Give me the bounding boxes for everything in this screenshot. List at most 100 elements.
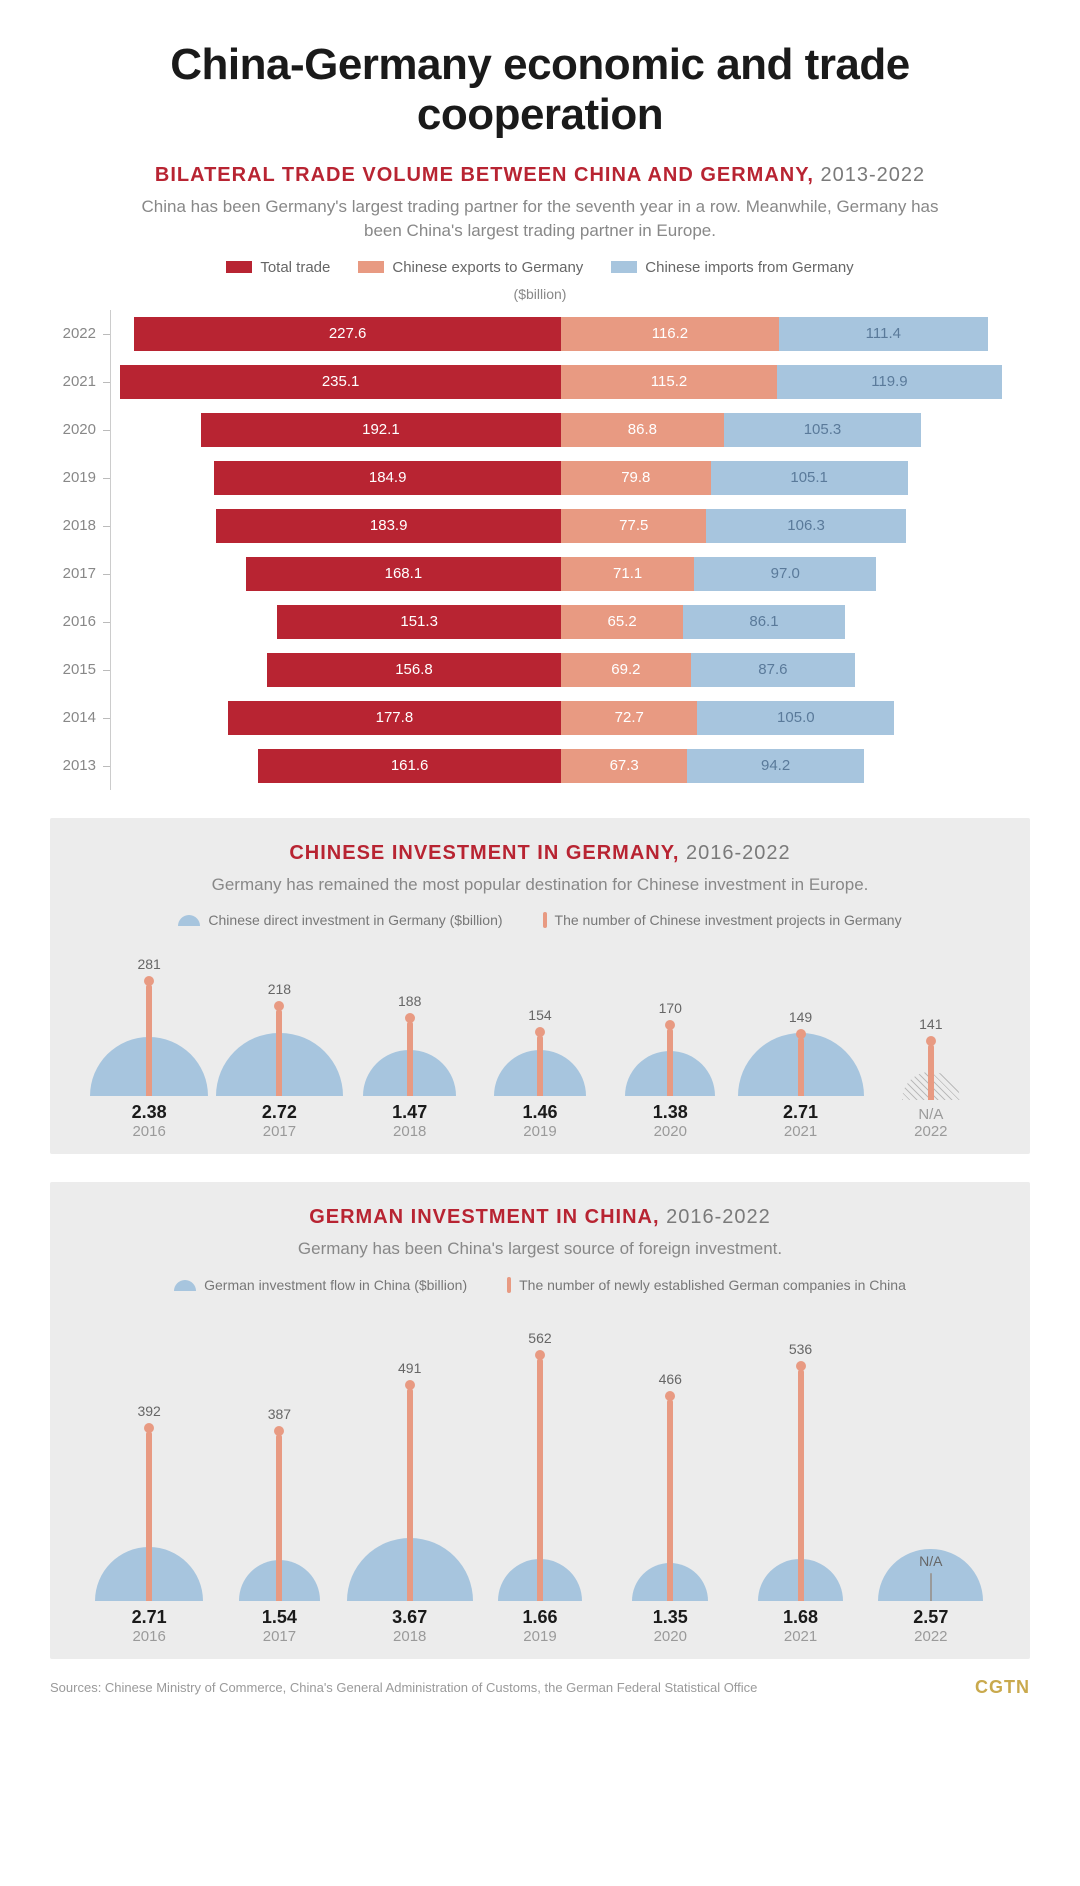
year-label: 2017 xyxy=(50,565,110,582)
seg-imports: 105.0 xyxy=(697,701,894,735)
seg-exports: 69.2 xyxy=(561,653,691,687)
semi-holder: 466 xyxy=(605,1311,735,1601)
year-label: 2015 xyxy=(50,661,110,678)
investment-item: N/A2.572022 xyxy=(866,1311,996,1649)
bar-row: 2017 168.171.197.0 xyxy=(50,550,1030,598)
invest-value: 1.35 xyxy=(653,1607,688,1628)
legend-semi: German investment flow in China ($billio… xyxy=(174,1277,467,1293)
investment-item: 141N/A2022 xyxy=(866,950,996,1144)
semi-icon xyxy=(178,915,200,926)
count-label: 536 xyxy=(789,1341,812,1357)
seg-exports: 115.2 xyxy=(561,365,777,399)
invest-value: 1.38 xyxy=(653,1102,688,1123)
legend-label: Total trade xyxy=(260,259,330,276)
bar-track: 156.869.287.6 xyxy=(110,646,1030,694)
legend-label: Chinese exports to Germany xyxy=(392,259,583,276)
footer: Sources: Chinese Ministry of Commerce, C… xyxy=(50,1677,1030,1698)
bar-wrap: 161.667.394.2 xyxy=(258,749,864,783)
semi-icon xyxy=(174,1280,196,1291)
section3-title: GERMAN INVESTMENT IN CHINA, 2016-2022 xyxy=(80,1206,1000,1229)
semi-holder: 218 xyxy=(214,946,344,1096)
semi-holder: N/A xyxy=(866,1311,996,1601)
count-label: 387 xyxy=(268,1406,291,1422)
bar-track: 192.186.8105.3 xyxy=(110,406,1030,454)
stick-bar xyxy=(928,1044,934,1100)
stick-bar xyxy=(930,1573,932,1601)
stick-column: 536 xyxy=(789,1341,812,1601)
count-label: 154 xyxy=(528,1007,551,1023)
invest-year: 2017 xyxy=(263,1123,296,1140)
stick-column: 154 xyxy=(528,1007,551,1097)
seg-exports: 72.7 xyxy=(561,701,697,735)
bar-wrap: 183.977.5106.3 xyxy=(216,509,905,543)
bar-wrap: 151.365.286.1 xyxy=(277,605,844,639)
bar-row: 2015156.869.287.6 xyxy=(50,646,1030,694)
semi-holder: 562 xyxy=(475,1311,605,1601)
bar-track: 168.171.197.0 xyxy=(110,550,1030,598)
count-label: 281 xyxy=(137,956,160,972)
count-label: 149 xyxy=(789,1009,812,1025)
legend-semi: Chinese direct investment in Germany ($b… xyxy=(178,912,502,928)
seg-total: 151.3 xyxy=(277,605,561,639)
seg-total: 161.6 xyxy=(258,749,561,783)
seg-total: 235.1 xyxy=(120,365,561,399)
stick-column: 170 xyxy=(659,1000,682,1096)
seg-imports: 106.3 xyxy=(706,509,905,543)
legend-stick-label: The number of Chinese investment project… xyxy=(555,912,902,928)
investment-item: 4913.672018 xyxy=(345,1311,475,1649)
stick-bar xyxy=(407,1021,413,1096)
stick-icon xyxy=(507,1277,511,1293)
bar-wrap: 168.171.197.0 xyxy=(246,557,876,591)
semi-holder: 170 xyxy=(605,946,735,1096)
invest-value: 1.54 xyxy=(262,1607,297,1628)
section2-title-text: CHINESE INVESTMENT IN GERMANY, xyxy=(289,842,679,864)
stick-column: 141 xyxy=(919,1016,942,1100)
invest-year: 2022 xyxy=(914,1628,947,1645)
bar-wrap: 192.186.8105.3 xyxy=(201,413,921,447)
year-label: 2020 xyxy=(50,421,110,438)
seg-imports: 87.6 xyxy=(691,653,855,687)
section1-title: BILATERAL TRADE VOLUME BETWEEN CHINA AND… xyxy=(50,164,1030,187)
semi-holder: 141 xyxy=(866,950,996,1100)
stick-bar xyxy=(146,1431,152,1601)
invest-value: 1.66 xyxy=(522,1607,557,1628)
section-chinese-investment: CHINESE INVESTMENT IN GERMANY, 2016-2022… xyxy=(50,818,1030,1155)
stick-column: 149 xyxy=(789,1009,812,1097)
bar-track: 177.872.7105.0 xyxy=(110,694,1030,742)
section2-subtitle: Germany has remained the most popular de… xyxy=(130,873,950,897)
seg-imports: 97.0 xyxy=(694,557,876,591)
bar-chart: 2022227.6116.2111.42021235.1115.2119.920… xyxy=(50,310,1030,790)
invest-year: 2022 xyxy=(914,1123,947,1140)
section3-chart: 3922.7120163871.5420174913.6720185621.66… xyxy=(80,1311,1000,1649)
legend-semi-label: German investment flow in China ($billio… xyxy=(204,1277,467,1293)
legend-item: Chinese imports from Germany xyxy=(611,259,853,276)
footer-brand: CGTN xyxy=(975,1677,1030,1698)
seg-imports: 105.1 xyxy=(711,461,908,495)
seg-exports: 116.2 xyxy=(561,317,779,351)
year-label: 2013 xyxy=(50,757,110,774)
seg-total: 227.6 xyxy=(134,317,561,351)
bar-wrap: 235.1115.2119.9 xyxy=(120,365,1002,399)
section2-legend: Chinese direct investment in Germany ($b… xyxy=(80,912,1000,928)
section1-title-text: BILATERAL TRADE VOLUME BETWEEN CHINA AND… xyxy=(155,164,814,186)
semi-holder: 149 xyxy=(735,946,865,1096)
seg-imports: 86.1 xyxy=(683,605,844,639)
legend-stick: The number of Chinese investment project… xyxy=(543,912,902,928)
year-label: 2016 xyxy=(50,613,110,630)
invest-year: 2016 xyxy=(132,1628,165,1645)
stick-column: 491 xyxy=(398,1360,421,1601)
stick-column: 562 xyxy=(528,1330,551,1602)
stick-bar xyxy=(537,1358,543,1602)
stick-bar xyxy=(146,984,152,1096)
invest-year: 2021 xyxy=(784,1628,817,1645)
legend-swatch xyxy=(358,261,384,273)
invest-value: 1.68 xyxy=(783,1607,818,1628)
page-title: China-Germany economic and trade coopera… xyxy=(50,40,1030,140)
section2-chart: 2812.3820162182.7220171881.4720181541.46… xyxy=(80,946,1000,1144)
stick-column: 218 xyxy=(268,981,291,1096)
legend-swatch xyxy=(611,261,637,273)
semi-holder: 154 xyxy=(475,946,605,1096)
footer-source: Sources: Chinese Ministry of Commerce, C… xyxy=(50,1680,757,1695)
count-label: 392 xyxy=(137,1403,160,1419)
seg-exports: 79.8 xyxy=(561,461,711,495)
